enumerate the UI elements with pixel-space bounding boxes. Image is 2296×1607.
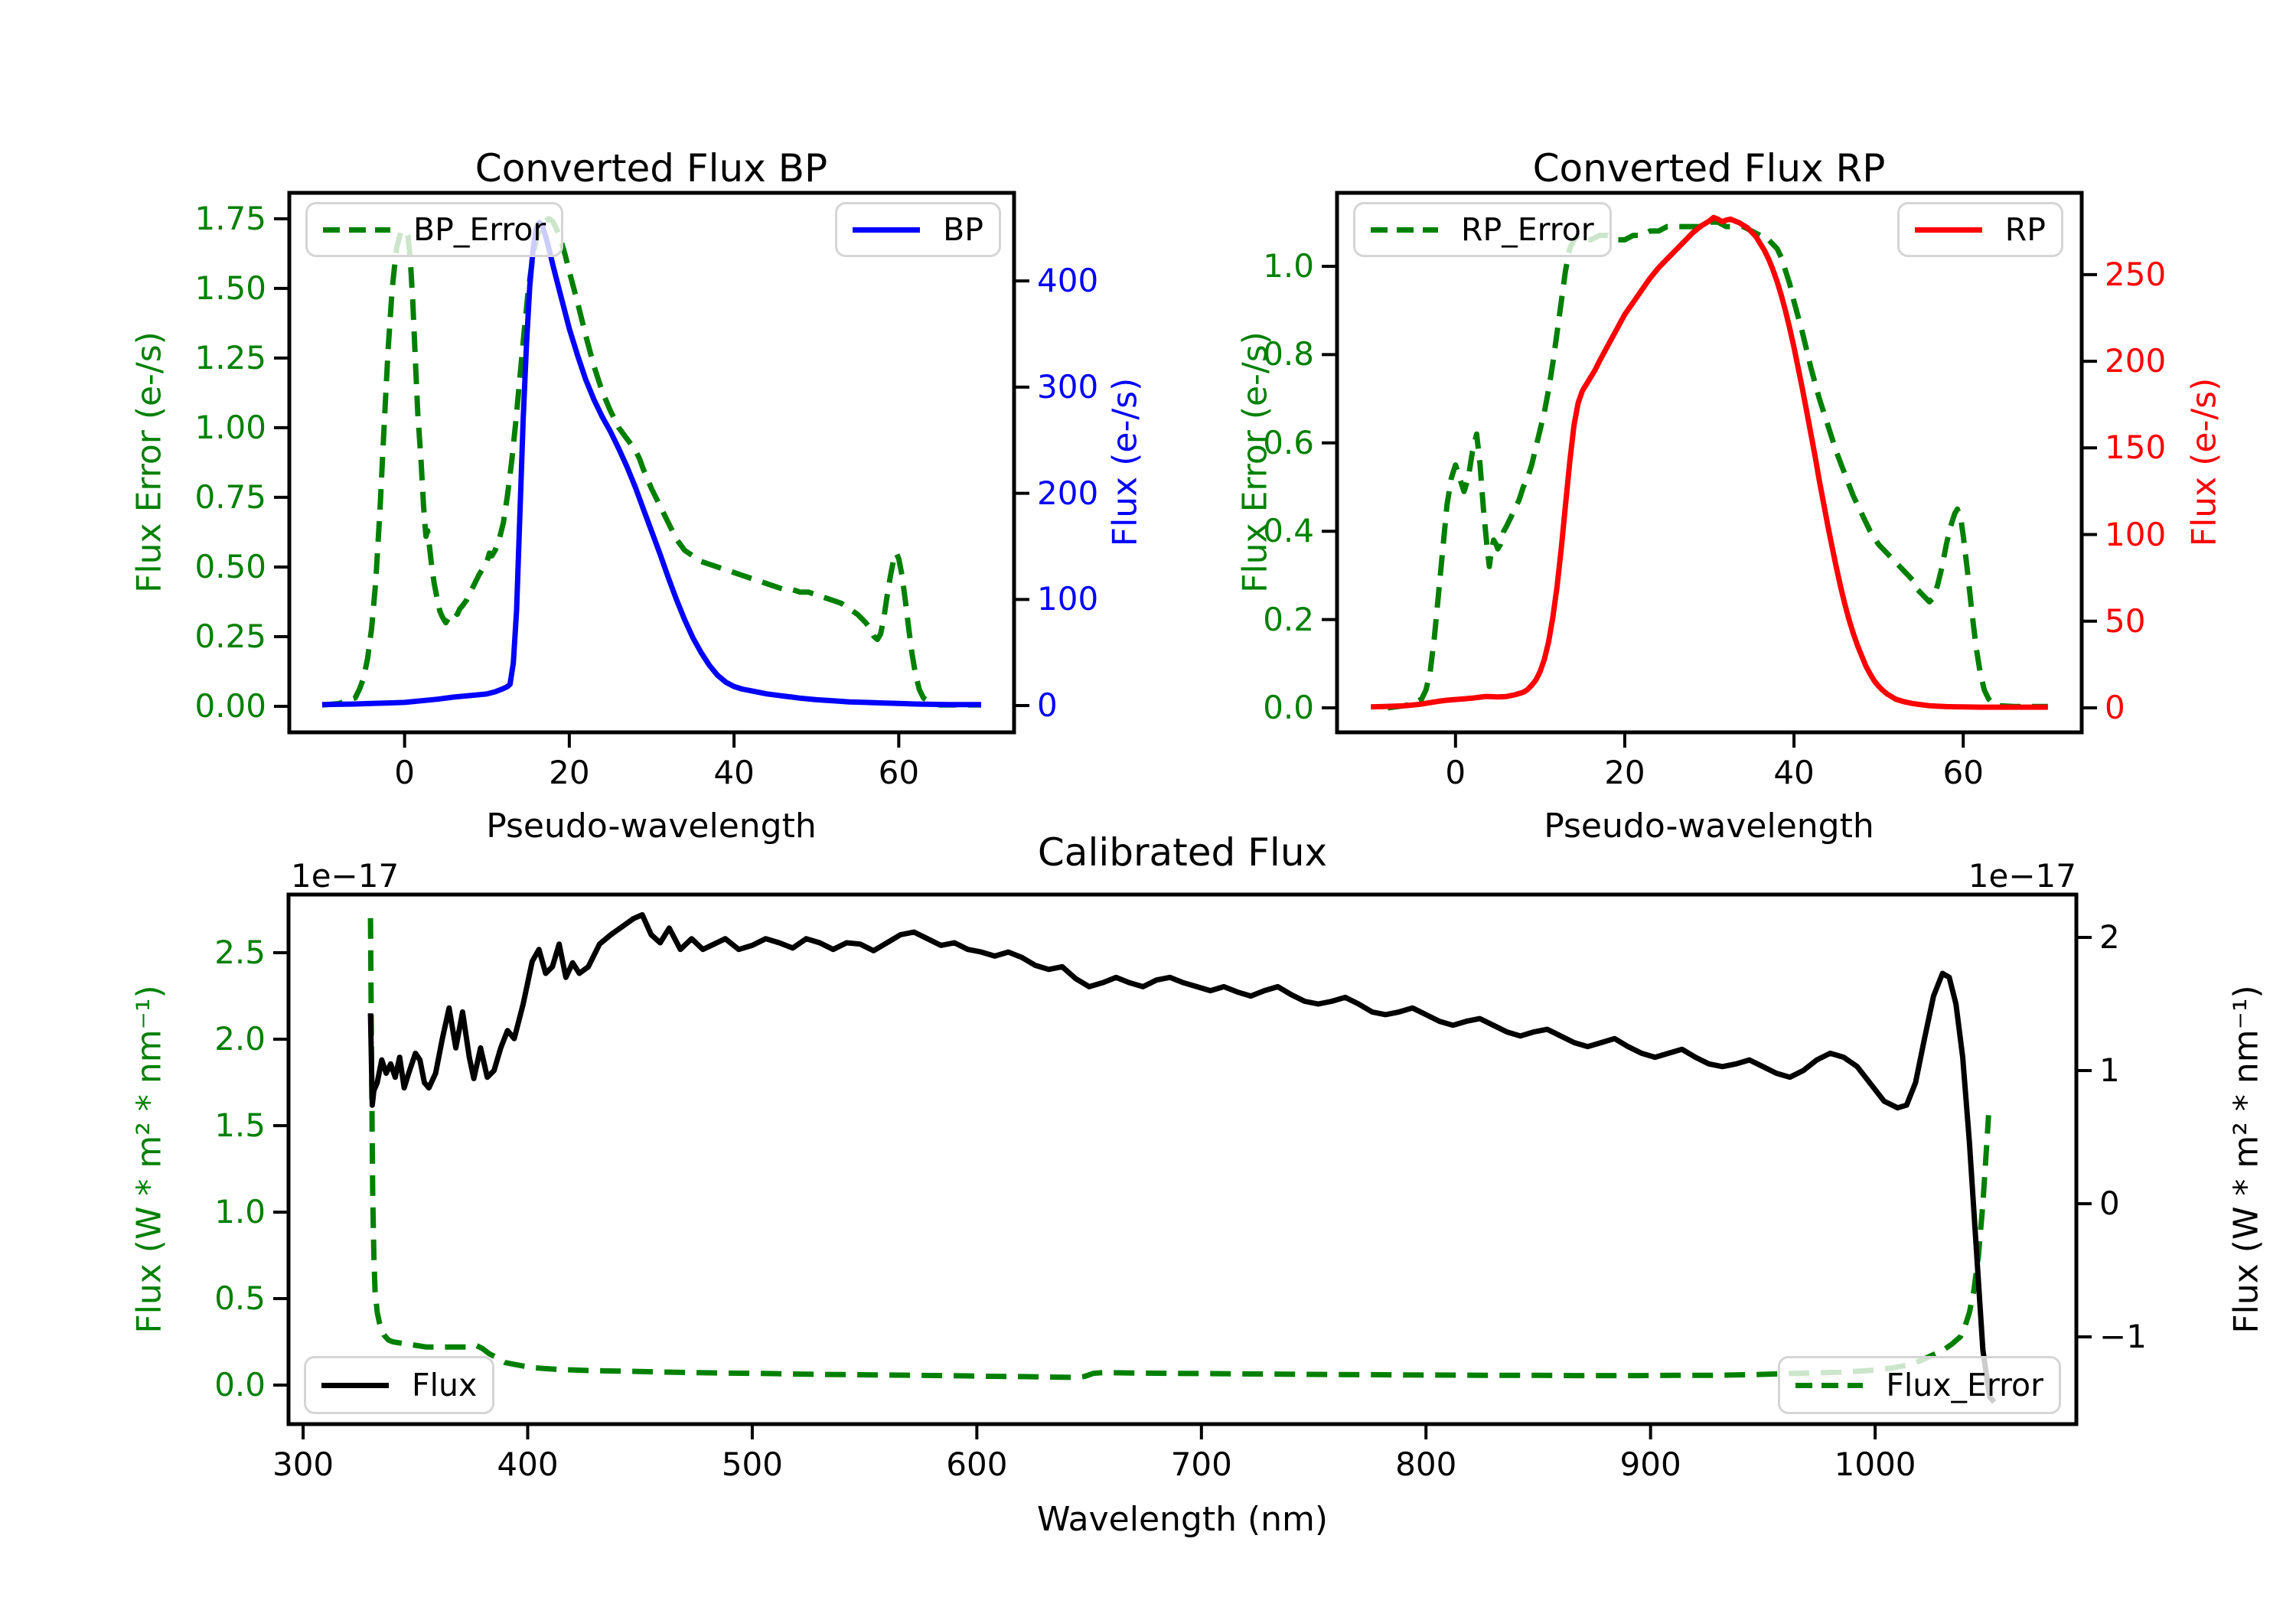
tick-label: 2.5: [214, 934, 266, 971]
tick-label: 700: [1170, 1446, 1232, 1483]
tick-label: 0.8: [1263, 335, 1314, 373]
tick-label: 1.00: [194, 408, 266, 446]
tick-label: 0: [2099, 1184, 2120, 1222]
tick-label: 0: [2105, 688, 2125, 726]
curve-BP: [321, 220, 981, 708]
tick-label: 1000: [1834, 1446, 1916, 1483]
curve-Flux_Error: [367, 918, 1991, 1380]
tick-label: 150: [2105, 429, 2167, 467]
tick-label: 0: [1445, 754, 1466, 791]
calibrated-xaxis-label: Wavelength (nm): [1036, 1500, 1329, 1539]
bp-error-line-sample: [323, 227, 390, 233]
tick-label: 0.75: [194, 478, 266, 516]
tick-label: 20: [549, 754, 590, 791]
curve-RP_Error: [1387, 219, 2048, 711]
tick-label: 500: [721, 1446, 784, 1483]
offset-text-right: 1e−17: [1968, 857, 2076, 895]
flux-error-line-sample: [1795, 1382, 1864, 1388]
rp-line-sample: [1914, 227, 1982, 233]
bp-xaxis-label: Pseudo-wavelength: [486, 807, 817, 846]
curve-Flux: [367, 911, 1997, 1404]
tick-label: 1.0: [1263, 247, 1314, 285]
tick-label: 0.0: [1263, 688, 1314, 726]
calibrated-plot-title: Calibrated Flux: [1037, 830, 1328, 875]
rp-plot-title: Converted Flux RP: [1532, 146, 1886, 191]
calibrated-yaxis-right-label: Flux (W * m² * nm⁻¹): [2226, 985, 2266, 1334]
tick-label: 1.50: [194, 269, 266, 307]
tick-label: 0: [1037, 686, 1058, 725]
tick-label: 1.0: [214, 1192, 266, 1231]
tick-label: 60: [1942, 754, 1984, 791]
tick-label: 1.75: [194, 199, 266, 237]
bp-yaxis-left-label: Flux Error (e-/s): [129, 331, 169, 593]
legend-bp-error-label: BP_Error: [413, 211, 546, 248]
tick-label: 1: [2099, 1051, 2120, 1089]
tick-label: 600: [946, 1446, 1008, 1483]
tick-label: 200: [1037, 474, 1099, 512]
tick-label: −1: [2099, 1317, 2147, 1355]
tick-label: 2.0: [214, 1020, 266, 1058]
axes-frame: [287, 191, 1016, 735]
tick-label: 250: [2105, 255, 2167, 293]
tick-label: 400: [1037, 262, 1099, 300]
tick-label: 0.6: [1263, 423, 1314, 461]
tick-label: 300: [1037, 367, 1099, 406]
bp-plot-title: Converted Flux BP: [475, 146, 828, 191]
tick-label: 100: [1037, 580, 1099, 618]
legend-rp-error-label: RP_Error: [1461, 211, 1594, 248]
tick-label: 20: [1604, 754, 1645, 791]
tick-label: 1.25: [194, 338, 266, 376]
rp-yaxis-right-label: Flux (e-/s): [2184, 377, 2224, 547]
legend-rp-label: RP: [2004, 211, 2046, 248]
legend-flux: Flux: [304, 1356, 495, 1414]
rp-yaxis-left-label: Flux Error (e-/s): [1235, 331, 1275, 593]
tick-label: 300: [272, 1446, 334, 1483]
rp-error-line-sample: [1371, 227, 1438, 233]
legend-flux-error: Flux_Error: [1778, 1356, 2061, 1414]
tick-label: 0.5: [214, 1279, 266, 1317]
tick-label: 60: [878, 754, 920, 791]
tick-label: 400: [497, 1446, 559, 1483]
legend-rp-error: RP_Error: [1353, 202, 1612, 257]
legend-flux-error-label: Flux_Error: [1886, 1367, 2043, 1403]
tick-label: 0.00: [194, 686, 266, 725]
offset-text-left: 1e−17: [291, 857, 400, 895]
tick-label: 0.25: [194, 617, 266, 655]
tick-label: 0.50: [194, 547, 266, 585]
legend-rp: RP: [1896, 202, 2063, 257]
tick-label: 0.2: [1263, 600, 1314, 638]
axes-frame: [1335, 191, 2084, 735]
legend-bp-label: BP: [943, 211, 983, 248]
tick-label: 100: [2105, 515, 2167, 553]
calibrated-yaxis-left-label: Flux (W * m² * nm⁻¹): [129, 985, 169, 1334]
axes-frame: [286, 892, 2079, 1426]
legend-bp: BP: [835, 202, 1001, 257]
bp-yaxis-right-label: Flux (e-/s): [1105, 377, 1145, 547]
tick-label: 2: [2099, 918, 2120, 956]
tick-label: 200: [2105, 342, 2167, 380]
curve-RP: [1371, 214, 2048, 710]
tick-label: 0.0: [214, 1365, 266, 1403]
tick-label: 50: [2105, 601, 2146, 640]
legend-flux-label: Flux: [412, 1367, 478, 1403]
tick-label: 0: [394, 754, 416, 791]
tick-label: 40: [713, 754, 755, 791]
tick-label: 40: [1773, 754, 1815, 791]
bp-line-sample: [853, 227, 921, 233]
tick-label: 0.4: [1263, 512, 1314, 550]
flux-line-sample: [321, 1382, 389, 1388]
tick-label: 800: [1395, 1446, 1457, 1483]
curve-BP_Error: [321, 216, 981, 708]
legend-bp-error: BP_Error: [305, 202, 564, 257]
rp-xaxis-label: Pseudo-wavelength: [1544, 807, 1874, 846]
tick-label: 900: [1619, 1446, 1681, 1483]
tick-label: 1.5: [214, 1106, 266, 1144]
